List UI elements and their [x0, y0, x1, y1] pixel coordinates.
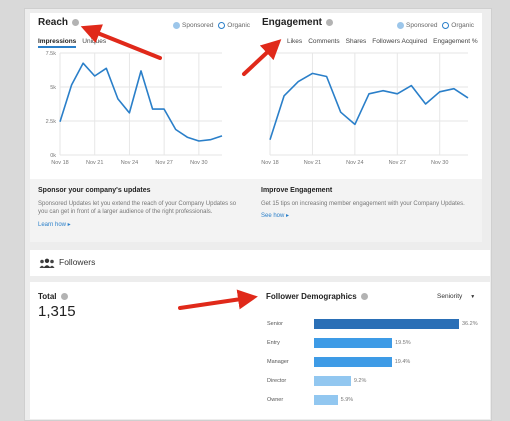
reach-y-tick-label: 7.5k	[46, 51, 57, 57]
sponsor-updates-body-line: Sponsored Updates let you extend the rea…	[38, 201, 237, 207]
info-icon[interactable]	[72, 18, 80, 26]
reach-y-tick-label: 2.5k	[46, 119, 57, 125]
reach-y-tick-label: 5k	[50, 85, 56, 91]
info-icon[interactable]	[360, 293, 368, 301]
organic-legend-label: Organic	[227, 22, 251, 30]
seniority-dropdown[interactable]: Seniority ▼	[437, 293, 475, 300]
engagement-x-tick-label: Nov 24	[346, 160, 363, 166]
total-label-text: Total	[38, 292, 57, 301]
engagement-x-tick-label: Nov 30	[431, 160, 448, 166]
info-icon[interactable]	[326, 18, 334, 26]
sponsored-legend-label: Sponsored	[182, 22, 214, 30]
demographics-bar[interactable]	[314, 395, 338, 405]
seniority-dropdown-label: Seniority	[437, 293, 463, 300]
followers-icon	[39, 258, 55, 268]
sponsored-legend-label: Sponsored	[406, 22, 438, 30]
tab-uniques[interactable]: Uniques	[82, 38, 107, 45]
reach-title: Reach	[38, 17, 80, 28]
improve-engagement-body: Get 15 tips on increasing member engagem…	[261, 201, 465, 207]
engagement-chart: Nov 18 Nov 21 Nov 24 Nov 27 Nov 30	[261, 52, 469, 166]
engagement-x-tick-label: Nov 27	[389, 160, 406, 166]
reach-x-tick-label: Nov 27	[155, 160, 172, 166]
demographics-category-label: Entry	[267, 340, 280, 346]
engagement-title-text: Engagement	[262, 17, 323, 28]
tab-impressions[interactable]: Impressions	[38, 38, 77, 48]
tab-followers-acquired[interactable]: Followers Acquired	[372, 38, 428, 45]
sponsored-legend-icon	[397, 22, 404, 29]
tab-shares[interactable]: Shares	[345, 38, 367, 45]
tab-engagement-percent[interactable]: Engagement %	[433, 38, 478, 45]
sponsor-updates-body: Sponsored Updates let you extend the rea…	[38, 200, 236, 216]
reach-tabs: Impressions Uniques	[38, 38, 112, 48]
sponsor-updates-title: Sponsor your company's updates	[38, 187, 151, 194]
organic-legend-label: Organic	[451, 22, 475, 30]
demographics-title-text: Follower Demographics	[266, 292, 357, 301]
reach-x-tick-label: Nov 30	[190, 160, 207, 166]
updates-analytics-panel: Reach Sponsored Organic Impressions Uniqu…	[30, 13, 482, 179]
demographics-value-label: 19.4%	[394, 359, 411, 365]
reach-series-line	[59, 62, 223, 142]
demographics-category-label: Director	[267, 378, 287, 384]
reach-x-tick-label: Nov 21	[86, 160, 103, 166]
demographics-value-label: 5.9%	[340, 397, 354, 403]
followers-panel: Total 1,315 Follower Demographics Senior…	[30, 282, 490, 419]
total-followers-value: 1,315	[38, 303, 76, 320]
engagement-x-tick-label: Nov 21	[304, 160, 321, 166]
sponsor-updates-body-line: you can get in front of a larger audienc…	[38, 209, 213, 215]
demographics-category-label: Senior	[267, 321, 283, 327]
reach-y-tick-label: 0k	[50, 153, 56, 159]
demographics-bar[interactable]	[314, 376, 351, 386]
improve-engagement-title: Improve Engagement	[261, 187, 333, 194]
reach-chart: Nov 18 Nov 21 Nov 24 Nov 27 Nov 30 7.5k 5k 2.5k…	[46, 51, 223, 166]
info-icon[interactable]	[60, 293, 68, 301]
organic-legend-icon	[442, 22, 450, 29]
tab-likes[interactable]: Likes	[287, 38, 303, 45]
learn-how-link[interactable]: Learn how ▸	[38, 222, 71, 228]
engagement-tabs: Likes Comments Shares Followers Acquired Eng…	[287, 38, 484, 45]
see-how-link[interactable]: See how ▸	[261, 213, 290, 219]
total-label: Total	[38, 292, 68, 301]
engagement-series-line	[269, 72, 469, 140]
demographics-value-label: 9.2%	[353, 378, 367, 384]
demographics-value-label: 36.2%	[462, 321, 478, 327]
caret-down-icon: ▼	[470, 294, 476, 300]
followers-header-label: Followers	[59, 257, 96, 267]
reach-title-text: Reach	[38, 17, 69, 28]
tab-comments[interactable]: Comments	[308, 38, 340, 45]
reach-x-tick-label: Nov 24	[121, 160, 138, 166]
organic-legend-icon	[218, 22, 226, 29]
demographics-category-label: Manager	[267, 359, 289, 365]
demographics-bar[interactable]	[314, 319, 459, 329]
promo-panel: Sponsor your company's updates Sponsored…	[30, 179, 482, 242]
sponsored-legend-icon	[173, 22, 180, 29]
engagement-legend: Sponsored Organic	[397, 22, 474, 29]
demographics-category-label: Owner	[267, 397, 284, 403]
follower-demographics-title: Follower Demographics	[266, 292, 368, 301]
engagement-x-tick-label: Nov 18	[261, 160, 278, 166]
demographics-value-label: 19.5%	[395, 340, 411, 346]
engagement-title: Engagement	[262, 17, 334, 28]
reach-x-tick-label: Nov 18	[51, 160, 68, 166]
followers-header: Followers	[30, 250, 490, 276]
demographics-bar[interactable]	[314, 357, 392, 367]
demographics-bar[interactable]	[314, 338, 393, 348]
reach-legend: Sponsored Organic	[173, 22, 250, 29]
